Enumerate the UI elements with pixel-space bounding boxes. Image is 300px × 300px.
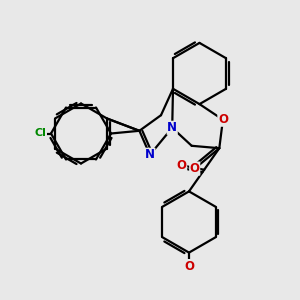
Text: O: O: [184, 260, 194, 273]
Text: Cl: Cl: [34, 128, 46, 139]
Text: O: O: [190, 162, 200, 175]
Text: N: N: [167, 121, 177, 134]
Text: O: O: [177, 159, 187, 172]
Text: N: N: [145, 148, 155, 161]
Text: O: O: [218, 113, 228, 126]
